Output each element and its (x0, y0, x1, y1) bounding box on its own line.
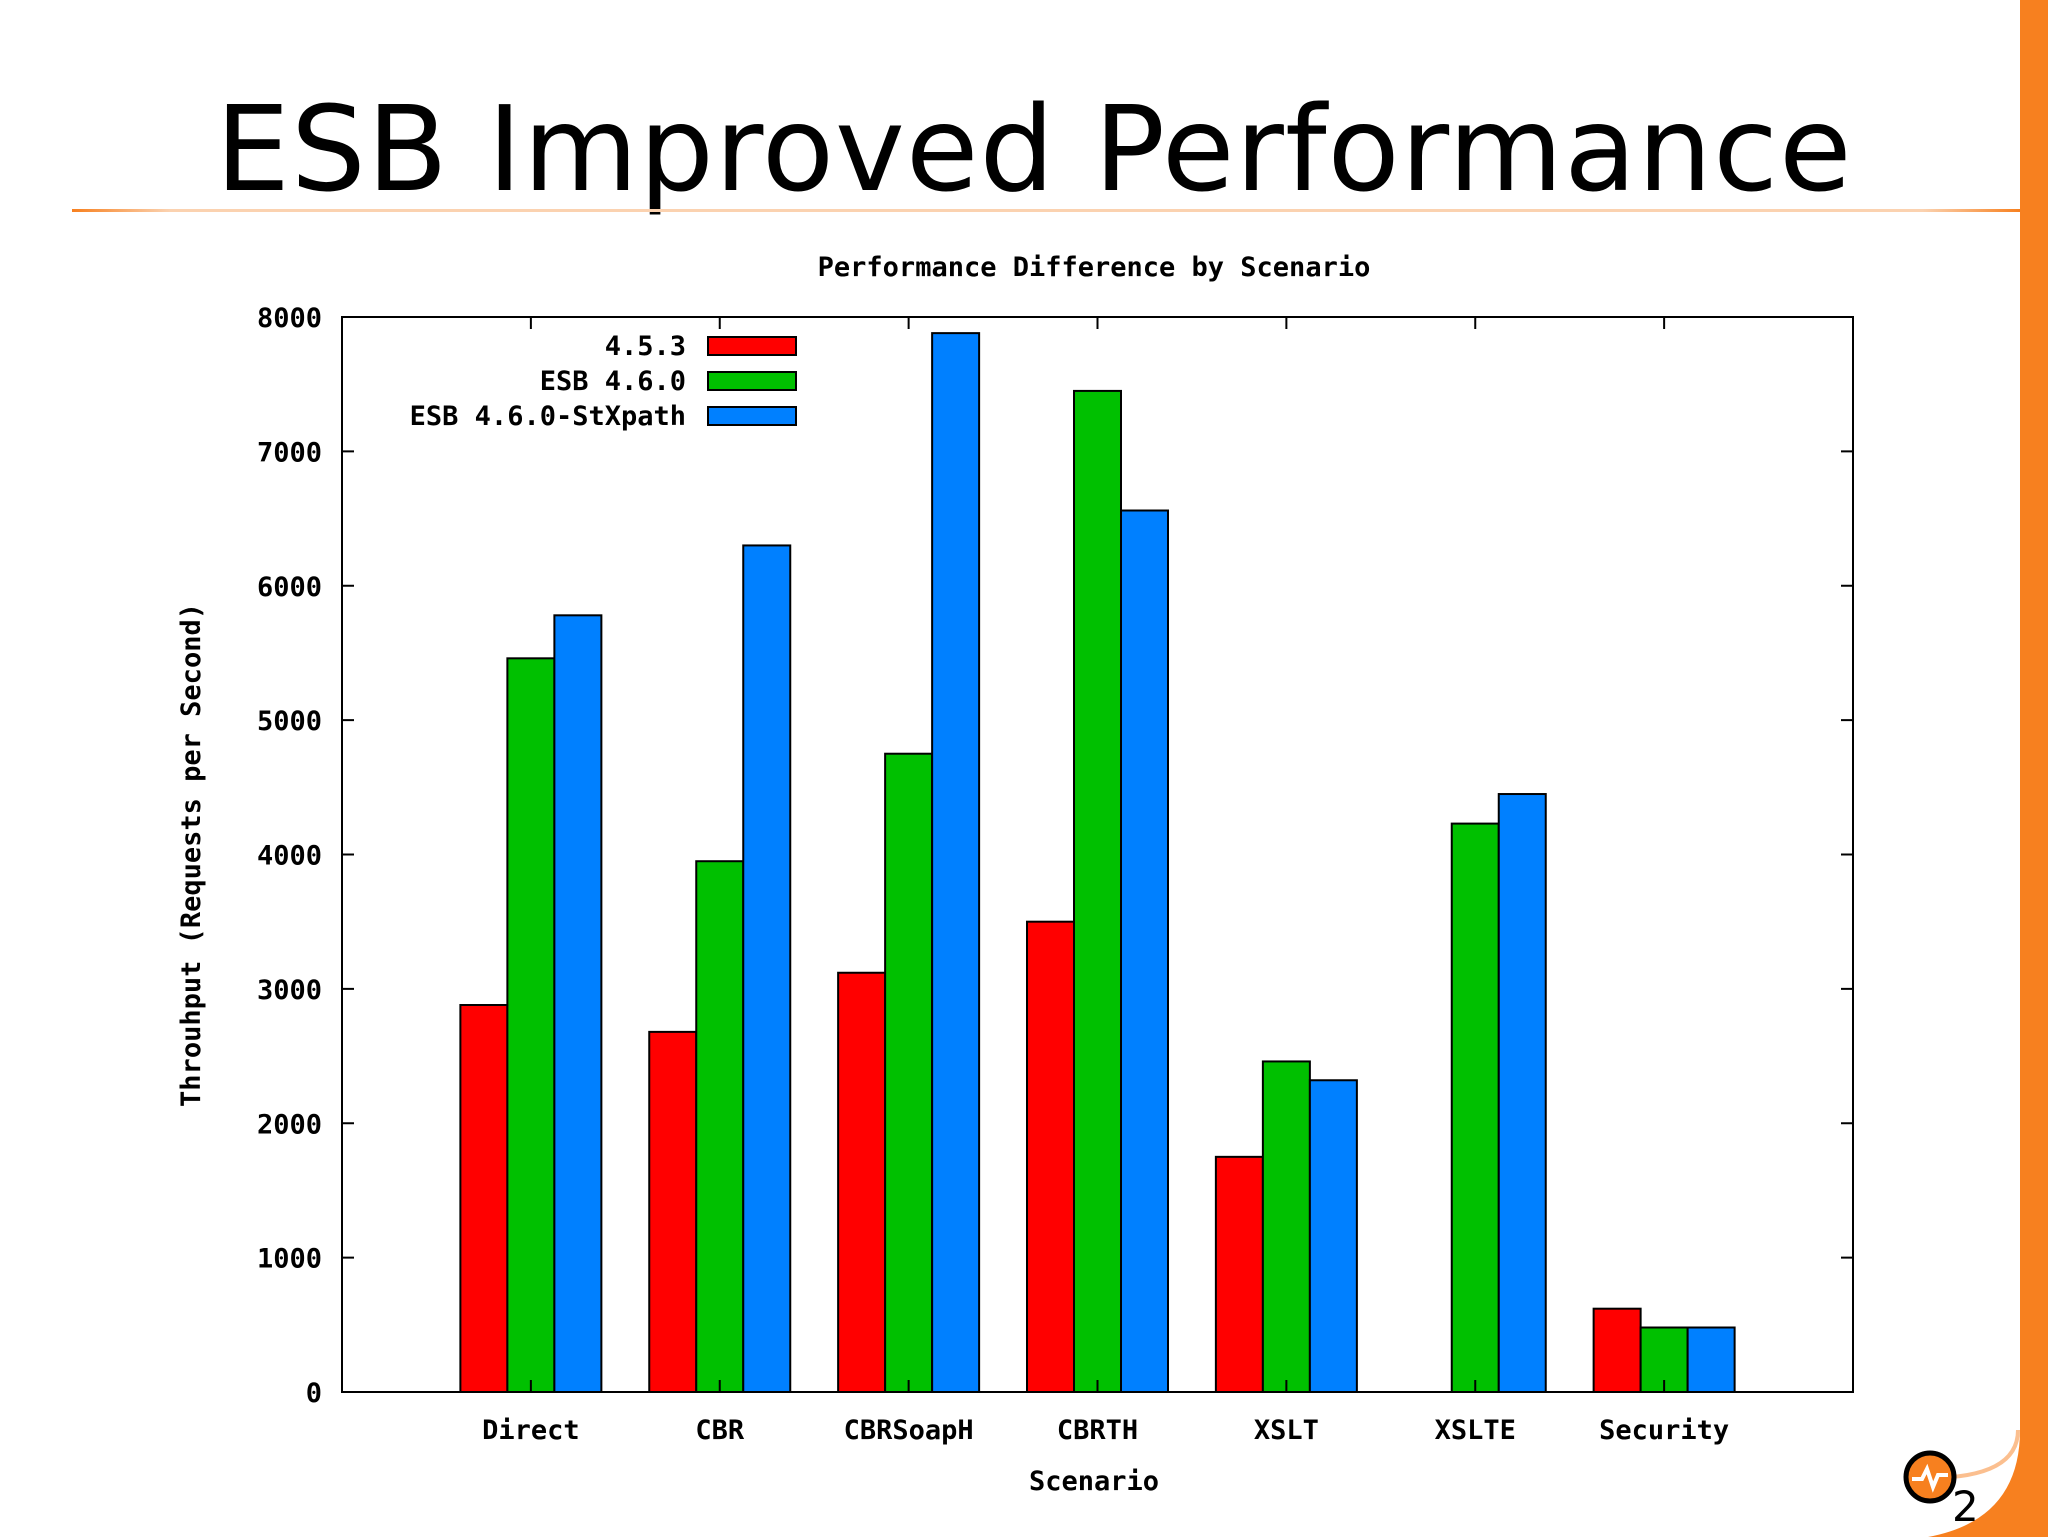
x-tick-label: XSLTE (1435, 1415, 1516, 1446)
y-tick-label: 1000 (257, 1244, 322, 1275)
bar-cbr-series-1 (648, 1030, 698, 1393)
bar-xslt-series-3 (1308, 1079, 1358, 1393)
y-tick-label: 6000 (257, 572, 322, 603)
wso2-logo-icon: 2 (1903, 1450, 1979, 1525)
slide-title: ESB Improved Performance (215, 80, 1853, 218)
legend-label: ESB 4.6.0 (540, 366, 686, 397)
y-axis-label: Throuhput (Requests per Second) (176, 603, 207, 1107)
bar-direct-series-1 (459, 1004, 509, 1393)
slide-accent-bar (2020, 0, 2048, 1537)
bar-cbrth-series-1 (1026, 920, 1075, 1393)
legend-label: ESB 4.6.0-StXpath (410, 401, 686, 432)
x-tick-label: Security (1599, 1415, 1729, 1446)
chart-legend: 4.5.3 ESB 4.6.0 ESB 4.6.0-StXpath (410, 331, 797, 432)
bar-cbr-series-3 (742, 544, 792, 1393)
x-tick-label: XSLT (1254, 1415, 1319, 1446)
bar-direct-series-2 (506, 657, 556, 1393)
y-tick-label: 8000 (257, 303, 322, 334)
bar-security-series-1 (1592, 1307, 1642, 1393)
y-tick-label: 5000 (257, 706, 322, 737)
x-tick-label: CBRSoapH (844, 1415, 974, 1446)
bar-cbr-series-2 (695, 860, 745, 1393)
chart-title: Performance Difference by Scenario (818, 252, 1371, 283)
bar-cbrth-series-3 (1120, 509, 1169, 1393)
y-tick-label: 3000 (257, 975, 322, 1006)
legend-swatch (707, 336, 797, 356)
x-tick-label: CBRTH (1057, 1415, 1138, 1446)
slide-accent-curve (1928, 1330, 2048, 1537)
bar-cbrsoaph-series-1 (837, 971, 887, 1393)
bar-security-series-3 (1686, 1326, 1736, 1393)
y-tick-label: 0 (306, 1378, 322, 1409)
x-tick-label: Direct (482, 1415, 580, 1446)
bar-direct-series-3 (553, 614, 603, 1393)
title-rule (72, 209, 2020, 212)
x-axis-label: Scenario (1029, 1466, 1159, 1497)
bars-group (459, 332, 1736, 1393)
bar-xslt-series-1 (1214, 1155, 1264, 1393)
bar-cbrth-series-2 (1073, 389, 1122, 1393)
y-tick-label: 7000 (257, 437, 322, 468)
legend-label: 4.5.3 (605, 331, 686, 362)
y-tick-label: 2000 (257, 1109, 322, 1140)
bar-xslte-series-2 (1450, 822, 1500, 1393)
legend-swatch (707, 371, 797, 391)
y-tick-label: 4000 (257, 841, 322, 872)
bar-xslte-series-3 (1497, 793, 1547, 1393)
x-tick-label: CBR (695, 1415, 745, 1446)
svg-text:2: 2 (1952, 1482, 1979, 1525)
axes-group: 0 1000 2000 3000 4000 5000 6000 7000 8000 Direct C… (257, 303, 1854, 1446)
bar-cbrsoaph-series-3 (931, 332, 981, 1393)
bar-cbrsoaph-series-2 (884, 752, 934, 1393)
legend-swatch (707, 406, 797, 426)
bar-xslt-series-2 (1261, 1060, 1311, 1393)
